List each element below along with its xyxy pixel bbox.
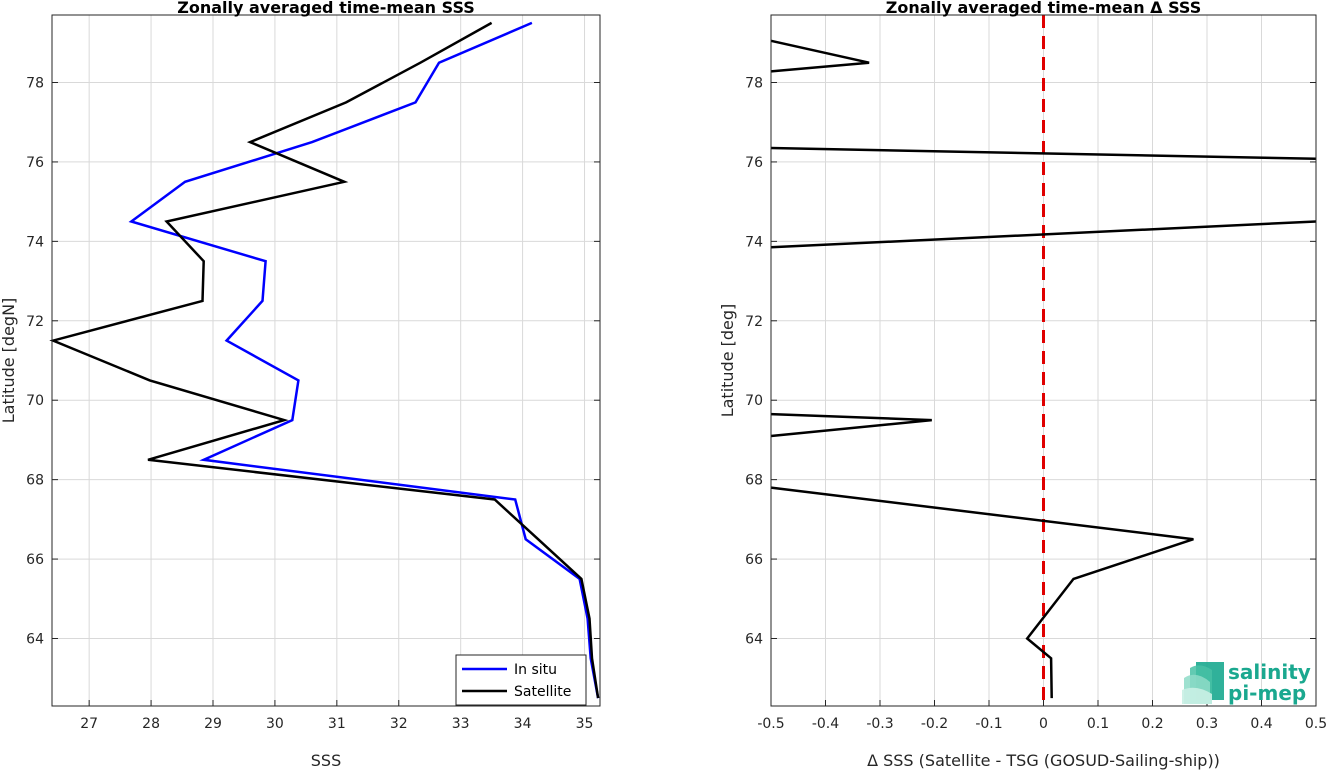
- x-tick-label: 35: [576, 716, 594, 732]
- left-axes-box: [51, 14, 601, 707]
- left-panel: 27 28 29 30 31 32 33 34 35 64 66 68 70 72 74 76 78 Zonal…: [0, 0, 601, 770]
- left-chart-title: Zonally averaged time-mean SSS: [177, 0, 475, 17]
- y-tick-label: 66: [26, 552, 44, 568]
- y-tick-label: 78: [745, 76, 763, 92]
- x-tick-label: -0.1: [975, 716, 1002, 732]
- y-tick-label: 76: [745, 155, 763, 171]
- y-tick-label: 68: [745, 473, 763, 489]
- y-tick-label: 74: [26, 234, 44, 250]
- y-tick-label: 68: [26, 473, 44, 489]
- x-tick-label: 31: [328, 716, 346, 732]
- x-tick-label: 0.2: [1141, 716, 1163, 732]
- x-tick-label: -0.5: [757, 716, 784, 732]
- y-tick-label: 70: [745, 393, 763, 409]
- right-grid: [770, 15, 1317, 706]
- wave-icon: [1182, 662, 1224, 704]
- series-line-1: [49, 21, 600, 699]
- y-tick-label: 72: [745, 314, 763, 330]
- logo-text-salinity: salinity: [1228, 660, 1311, 684]
- series-line-0: [770, 486, 1194, 699]
- x-tick-label: -0.2: [921, 716, 948, 732]
- y-tick-label: 78: [26, 76, 44, 92]
- salinity-pi-mep-logo: salinity pi-mep: [1182, 660, 1311, 705]
- x-tick-label: 0.5: [1305, 716, 1327, 732]
- right-axes-box: [770, 14, 1317, 707]
- legend-label-in-situ: In situ: [514, 662, 557, 678]
- x-tick-label: -0.3: [866, 716, 893, 732]
- legend-label-satellite: Satellite: [514, 684, 571, 700]
- left-x-axis-label: SSS: [311, 751, 341, 770]
- x-tick-label: 28: [142, 716, 160, 732]
- x-tick-label: 32: [390, 716, 408, 732]
- right-chart-title: Zonally averaged time-mean Δ SSS: [886, 0, 1202, 17]
- y-tick-label: 64: [26, 631, 44, 647]
- x-tick-label: -0.4: [812, 716, 839, 732]
- y-tick-label: 76: [26, 155, 44, 171]
- right-x-axis-label: Δ SSS (Satellite - TSG (GOSUD-Sailing-sh…: [867, 751, 1220, 770]
- series-line-3: [770, 146, 1317, 161]
- left-series-lines: [49, 21, 600, 699]
- x-tick-label: 34: [514, 716, 532, 732]
- x-tick-label: 29: [204, 716, 222, 732]
- y-tick-label: 74: [745, 234, 763, 250]
- y-tick-label: 66: [745, 552, 763, 568]
- right-tick-labels: -0.5 -0.4 -0.3 -0.2 -0.1 0 0.1 0.2 0.3 0.4 0.5 64 66…: [745, 76, 1327, 732]
- right-panel: -0.5 -0.4 -0.3 -0.2 -0.1 0 0.1 0.2 0.3 0.4 0.5 64 66…: [718, 0, 1327, 770]
- x-tick-label: 0: [1039, 716, 1048, 732]
- y-tick-label: 64: [745, 631, 763, 647]
- legend: In situ Satellite: [455, 654, 587, 706]
- left-tick-labels: 27 28 29 30 31 32 33 34 35 64 66 68 70 72 74 76 78: [26, 76, 593, 732]
- x-tick-label: 27: [80, 716, 98, 732]
- y-tick-label: 70: [26, 393, 44, 409]
- x-tick-label: 0.4: [1250, 716, 1272, 732]
- y-tick-label: 72: [26, 314, 44, 330]
- legend-box: [455, 654, 587, 706]
- series-line-4: [770, 39, 870, 73]
- x-tick-label: 0.1: [1087, 716, 1109, 732]
- right-y-axis-label: Latitude [deg]: [718, 304, 737, 418]
- x-tick-label: 30: [266, 716, 284, 732]
- x-tick-label: 33: [452, 716, 470, 732]
- logo-text-pi-mep: pi-mep: [1228, 681, 1306, 705]
- series-line-1: [770, 412, 932, 438]
- series-line-2: [770, 220, 1317, 249]
- right-series-lines: [770, 39, 1317, 699]
- left-y-axis-label: Latitude [degN]: [0, 298, 18, 424]
- series-line-0: [128, 21, 600, 699]
- x-tick-label: 0.3: [1196, 716, 1218, 732]
